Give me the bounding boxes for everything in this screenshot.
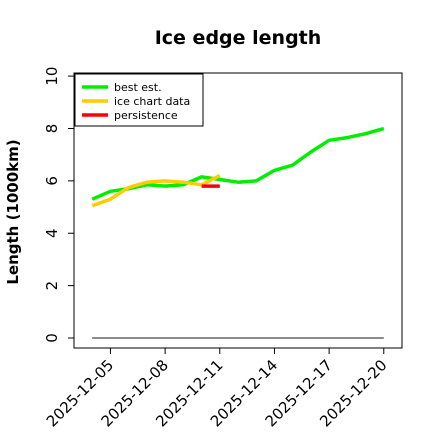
y-tick-label: 6 [43, 176, 61, 186]
y-tick-label: 2 [43, 281, 61, 291]
y-tick-label: 4 [43, 228, 61, 238]
legend-label: ice chart data [114, 95, 190, 108]
y-tick-label: 8 [43, 124, 61, 134]
y-axis-label: Length (1000km) [4, 139, 22, 284]
plot-frame [73, 72, 403, 349]
series-best-est--line [91, 126, 385, 201]
chart-title: Ice edge length [155, 27, 322, 49]
series-ice-chart-data-line [91, 174, 221, 208]
y-tick-label: 10 [43, 67, 61, 86]
plot-lines [91, 126, 385, 339]
legend-label: persistence [114, 109, 178, 122]
legend-label: best est. [114, 81, 162, 94]
y-tick-label: 0 [43, 333, 61, 343]
